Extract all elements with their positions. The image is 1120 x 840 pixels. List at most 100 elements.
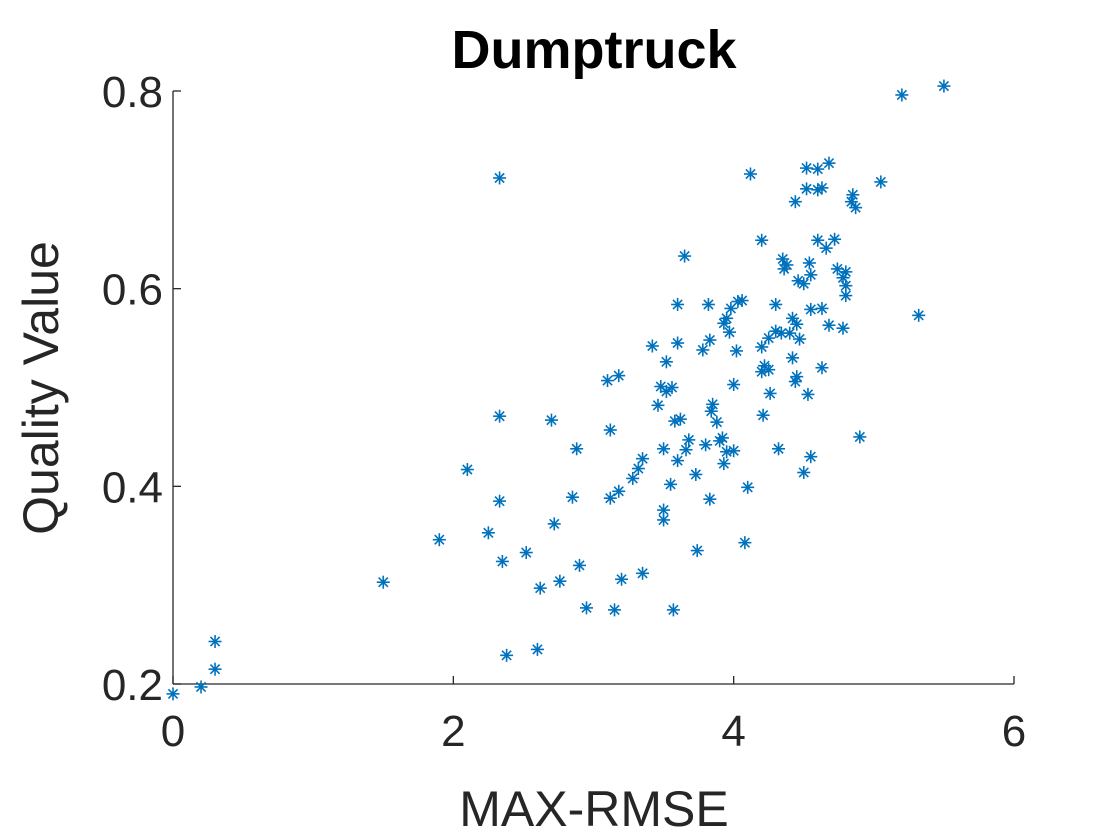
data-point xyxy=(801,387,815,401)
data-point xyxy=(699,438,713,452)
data-point xyxy=(755,365,769,379)
data-point xyxy=(636,452,650,466)
x-axis-label: MAX-RMSE xyxy=(459,781,728,837)
data-point xyxy=(579,601,593,615)
data-point xyxy=(780,258,794,272)
data-point xyxy=(612,369,626,383)
data-point xyxy=(671,454,685,468)
data-point xyxy=(793,332,807,346)
data-point xyxy=(673,412,687,426)
data-point xyxy=(763,386,777,400)
data-point xyxy=(678,249,692,263)
data-point xyxy=(815,361,829,375)
data-point xyxy=(679,443,693,457)
data-point xyxy=(696,343,710,357)
data-point xyxy=(376,575,390,589)
data-markers xyxy=(166,79,951,701)
data-point xyxy=(570,442,584,456)
data-point xyxy=(853,430,867,444)
data-point xyxy=(722,325,736,339)
data-point xyxy=(912,308,926,322)
x-ticks: 0 2 4 6 xyxy=(161,676,1026,756)
data-point xyxy=(729,344,743,358)
data-point xyxy=(645,339,659,353)
plot-area: 0 2 4 6 0.2 0.4 0.6 0.8 xyxy=(102,68,1026,756)
data-point xyxy=(657,503,671,517)
data-point xyxy=(659,355,673,369)
data-point xyxy=(706,397,720,411)
data-point xyxy=(651,398,665,412)
data-point xyxy=(519,546,533,560)
data-point xyxy=(741,480,755,494)
data-point xyxy=(208,662,222,676)
y-ticks: 0.2 0.4 0.6 0.8 xyxy=(102,68,181,710)
data-point xyxy=(493,171,507,185)
data-point xyxy=(797,277,811,291)
data-point xyxy=(544,413,558,427)
data-point xyxy=(727,444,741,458)
x-tick-label: 4 xyxy=(721,707,745,756)
y-tick-label: 0.8 xyxy=(102,68,163,117)
data-point xyxy=(786,351,800,365)
data-point xyxy=(937,79,951,93)
data-point xyxy=(553,574,567,588)
data-point xyxy=(432,533,446,547)
data-point xyxy=(839,289,853,303)
data-point xyxy=(657,442,671,456)
data-point xyxy=(815,301,829,315)
data-point xyxy=(790,370,804,384)
data-point xyxy=(481,526,495,540)
data-point xyxy=(493,494,507,508)
data-point xyxy=(819,241,833,255)
data-point xyxy=(772,442,786,456)
data-point xyxy=(724,301,738,315)
data-point xyxy=(715,431,729,445)
data-point xyxy=(601,374,615,388)
data-point xyxy=(166,687,180,701)
data-point xyxy=(800,161,814,175)
data-point xyxy=(495,554,509,568)
data-point xyxy=(755,340,769,354)
data-point xyxy=(895,88,909,102)
data-point xyxy=(727,378,741,392)
data-point xyxy=(530,642,544,656)
data-point xyxy=(626,471,640,485)
x-tick-label: 0 xyxy=(161,707,185,756)
y-tick-label: 0.4 xyxy=(102,463,163,512)
data-point xyxy=(664,477,678,491)
x-tick-label: 6 xyxy=(1002,707,1026,756)
data-point xyxy=(603,491,617,505)
y-tick-label: 0.6 xyxy=(102,266,163,315)
data-point xyxy=(735,294,749,308)
data-point xyxy=(701,297,715,311)
data-point xyxy=(743,167,757,181)
data-point xyxy=(460,463,474,477)
data-point xyxy=(804,450,818,464)
data-point xyxy=(665,381,679,394)
data-point xyxy=(565,490,579,504)
data-point xyxy=(802,256,816,270)
data-point xyxy=(533,581,547,595)
data-point xyxy=(762,363,776,377)
data-point xyxy=(769,297,783,311)
data-point xyxy=(710,415,724,429)
data-point xyxy=(783,326,797,340)
data-point xyxy=(603,423,617,437)
data-point xyxy=(849,201,863,215)
chart-title: Dumptruck xyxy=(451,20,737,80)
data-point xyxy=(208,635,222,649)
data-point xyxy=(788,195,802,209)
y-axis-label: Quality Value xyxy=(13,241,69,535)
data-point xyxy=(572,558,586,572)
data-point xyxy=(493,409,507,423)
data-point xyxy=(608,603,622,617)
data-point xyxy=(547,517,561,531)
data-point xyxy=(720,311,734,325)
data-point xyxy=(828,232,842,246)
y-tick-label: 0.2 xyxy=(102,661,163,710)
data-point xyxy=(815,181,829,195)
data-point xyxy=(671,336,685,350)
data-point xyxy=(717,457,731,471)
data-point xyxy=(703,492,717,506)
data-point xyxy=(822,156,836,170)
